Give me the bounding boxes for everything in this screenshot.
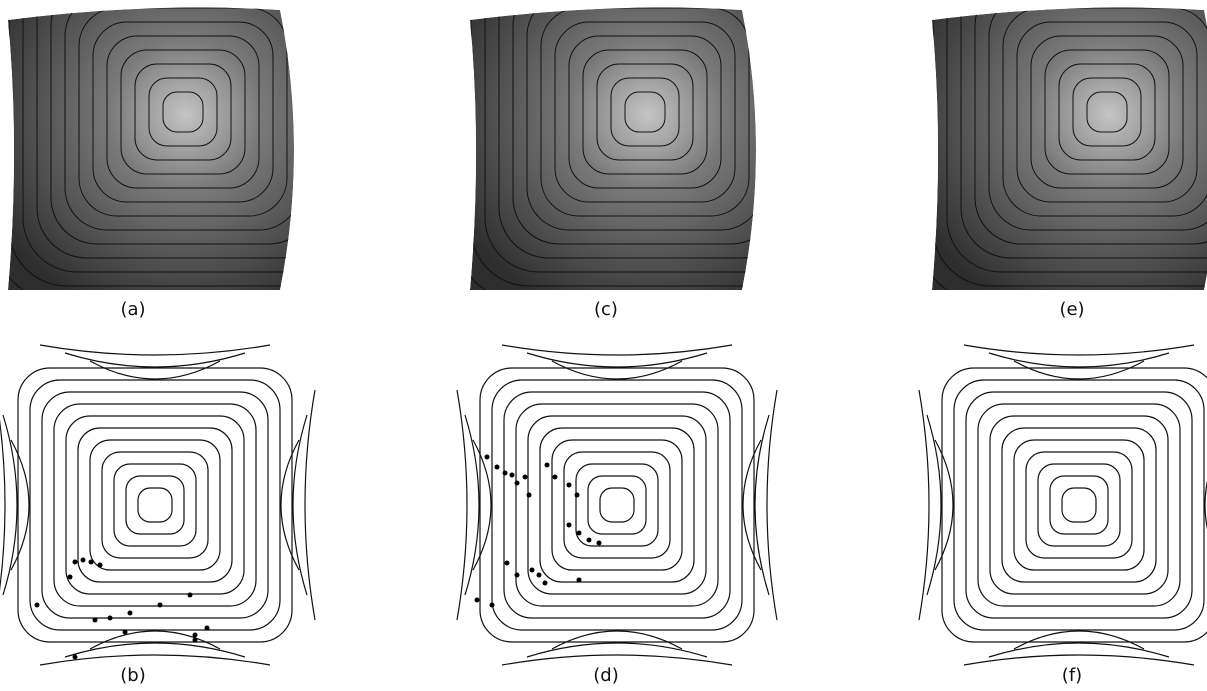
contour-line bbox=[1014, 440, 1144, 570]
panel-label: (f) bbox=[1062, 665, 1082, 686]
sample-dot bbox=[73, 560, 78, 565]
saddle-arc bbox=[502, 345, 732, 355]
contour-panel bbox=[0, 345, 315, 665]
sample-dot bbox=[205, 626, 210, 631]
sample-dot bbox=[108, 616, 113, 621]
contour-line bbox=[1002, 428, 1156, 582]
saddle-arc bbox=[305, 390, 315, 620]
contour-line bbox=[138, 488, 172, 522]
contour-line bbox=[588, 476, 646, 534]
sample-dot bbox=[158, 603, 163, 608]
contour-line bbox=[564, 452, 670, 558]
sample-dot bbox=[485, 455, 490, 460]
contour-line bbox=[480, 368, 754, 642]
sample-dot bbox=[543, 581, 548, 586]
sample-dot bbox=[523, 475, 528, 480]
sample-dot bbox=[123, 630, 128, 635]
contour-line bbox=[954, 380, 1204, 630]
sample-dot bbox=[527, 493, 532, 498]
contour-line bbox=[600, 488, 634, 522]
contour-panel bbox=[457, 345, 777, 665]
shaded-panel bbox=[0, 0, 371, 300]
sample-dot bbox=[188, 593, 193, 598]
saddle-arc bbox=[0, 390, 5, 620]
sample-dot bbox=[68, 575, 73, 580]
sample-dot bbox=[505, 561, 510, 566]
sample-dot bbox=[553, 475, 558, 480]
contour-line bbox=[66, 416, 244, 594]
panel-label: (e) bbox=[1059, 299, 1084, 320]
saddle-arc bbox=[502, 655, 732, 665]
sample-dot bbox=[545, 463, 550, 468]
sample-dot bbox=[597, 541, 602, 546]
sample-dot bbox=[567, 483, 572, 488]
sample-dot bbox=[475, 598, 480, 603]
shaded-panel bbox=[919, 0, 1207, 300]
sample-dot bbox=[193, 633, 198, 638]
sample-dot bbox=[89, 560, 94, 565]
sample-dot bbox=[537, 573, 542, 578]
sample-dot bbox=[515, 573, 520, 578]
sample-dot bbox=[98, 563, 103, 568]
contour-line bbox=[78, 428, 232, 582]
contour-line bbox=[504, 392, 730, 618]
sample-dot bbox=[510, 473, 515, 478]
shaded-panel bbox=[457, 0, 833, 300]
contour-line bbox=[126, 476, 184, 534]
panel-label: (d) bbox=[593, 665, 618, 686]
panel-label: (c) bbox=[594, 299, 618, 320]
sample-dot bbox=[503, 471, 508, 476]
contour-line bbox=[528, 416, 706, 594]
saddle-arc bbox=[40, 345, 270, 355]
sample-dot bbox=[577, 531, 582, 536]
sample-dot bbox=[35, 603, 40, 608]
saddle-arc bbox=[919, 390, 929, 620]
contour-line bbox=[540, 428, 694, 582]
sample-dot bbox=[193, 638, 198, 643]
contour-line bbox=[552, 440, 682, 570]
contour-line bbox=[42, 392, 268, 618]
sample-dot bbox=[81, 558, 86, 563]
sample-dot bbox=[73, 655, 78, 660]
contour-line bbox=[1026, 452, 1132, 558]
contour-line bbox=[18, 368, 292, 642]
saddle-arc bbox=[457, 390, 467, 620]
saddle-arc bbox=[767, 390, 777, 620]
sample-dot bbox=[577, 578, 582, 583]
sample-dot bbox=[515, 481, 520, 486]
sample-dot bbox=[495, 465, 500, 470]
contour-line bbox=[1050, 476, 1108, 534]
contour-line bbox=[102, 452, 208, 558]
panel-label: (a) bbox=[120, 299, 145, 320]
sample-dot bbox=[530, 568, 535, 573]
contour-line bbox=[966, 392, 1192, 618]
panel-label: (b) bbox=[120, 665, 145, 686]
contour-line bbox=[30, 380, 280, 630]
sample-dot bbox=[587, 538, 592, 543]
sample-dot bbox=[575, 493, 580, 498]
contour-line bbox=[990, 416, 1168, 594]
contour-line bbox=[492, 380, 742, 630]
sample-dot bbox=[128, 611, 133, 616]
page: (a) (b) (c) (d) (e) (f) (() => { const d… bbox=[0, 0, 1207, 691]
figure: (a) (b) (c) (d) (e) (f) bbox=[0, 0, 1207, 691]
contour-line bbox=[1062, 488, 1096, 522]
contour-line bbox=[942, 368, 1207, 642]
sample-dot bbox=[490, 603, 495, 608]
saddle-arc bbox=[964, 655, 1194, 665]
contour-panel bbox=[919, 345, 1207, 665]
sample-dot bbox=[93, 618, 98, 623]
contour-line bbox=[90, 440, 220, 570]
sample-dot bbox=[567, 523, 572, 528]
saddle-arc bbox=[964, 345, 1194, 355]
